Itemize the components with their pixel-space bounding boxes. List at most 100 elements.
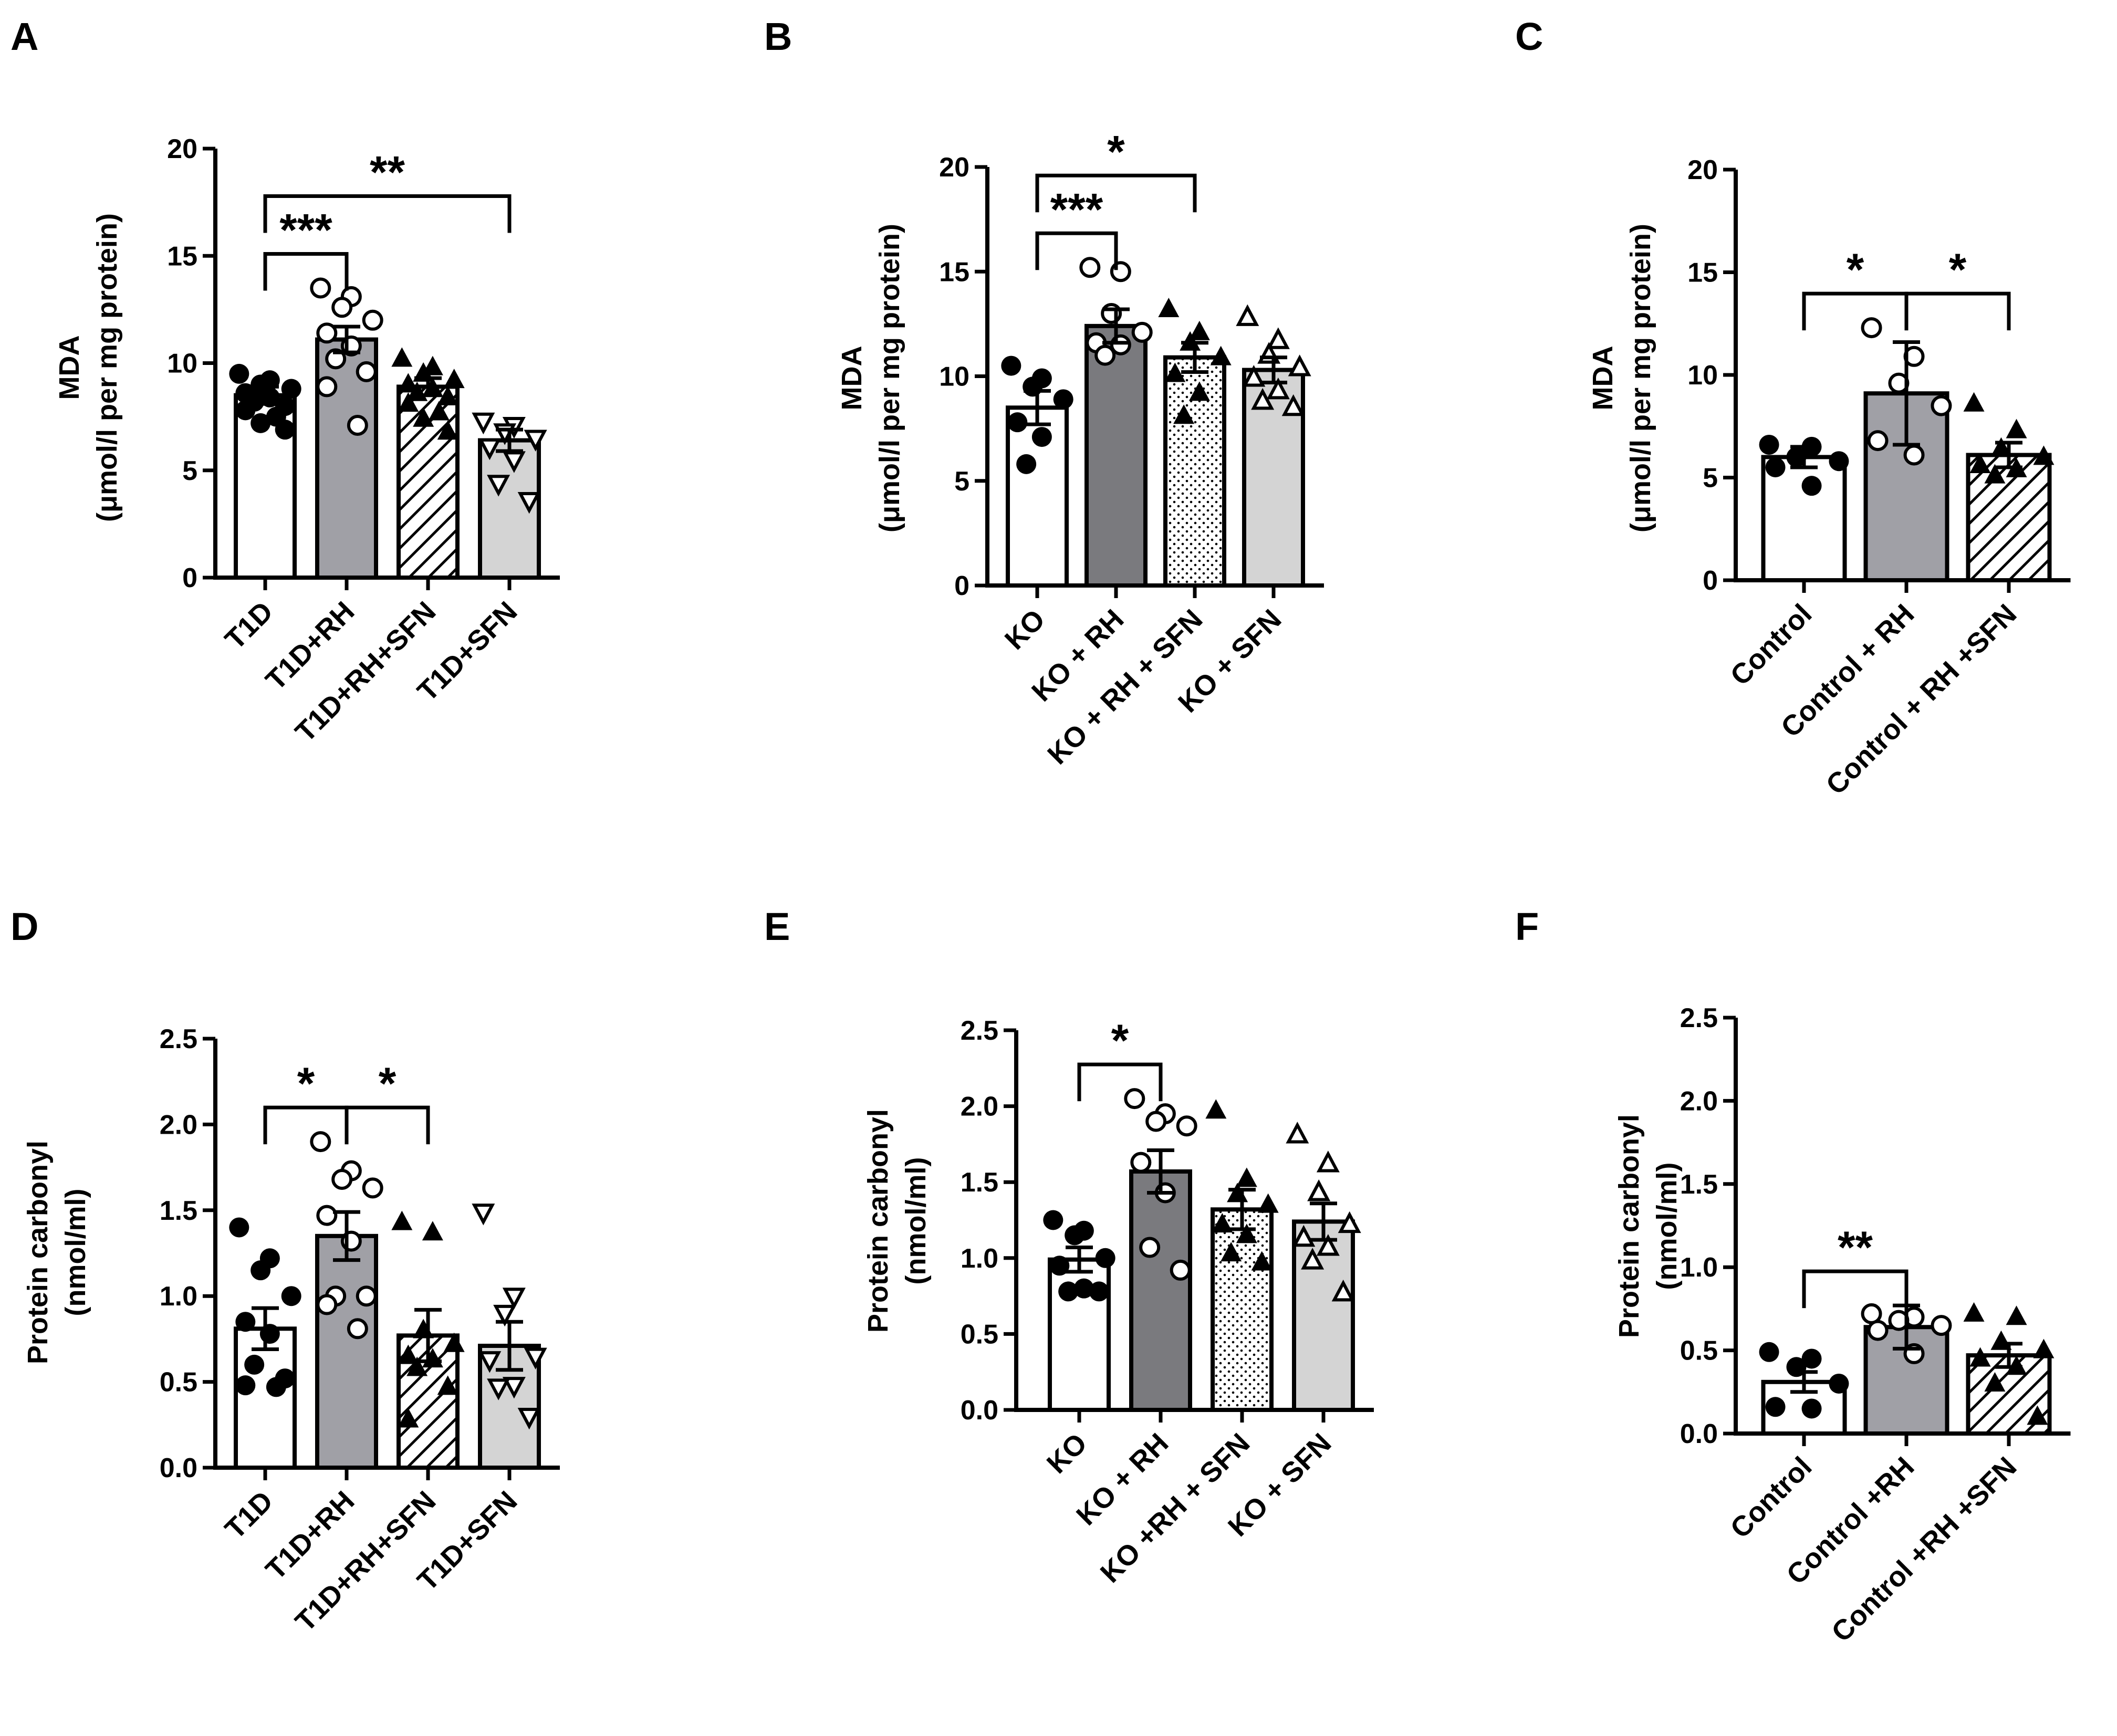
panel-e-point-1-2 [1145, 1111, 1167, 1132]
panel-d-point-2-4 [398, 1344, 419, 1364]
panel-e-point-3-7 [1331, 1279, 1355, 1302]
panel-f-point-0-3 [1829, 1373, 1849, 1394]
panel-d-ytick-label-0: 0.0 [160, 1453, 197, 1483]
panel-b-bar-1 [1084, 323, 1148, 588]
panel-c-category-label-2: Control + RH +SFN [1820, 598, 2022, 801]
panel-e-point-0-3 [1095, 1248, 1115, 1268]
panel-f-ytick-label-3: 1.5 [1680, 1169, 1718, 1200]
panel-d-point-3-0 [472, 1204, 495, 1226]
panel-d-ytick-label-1: 0.5 [160, 1367, 197, 1398]
panel-b-point-2-1 [1188, 320, 1210, 340]
panel-c-sig-bracket-0 [1802, 291, 1909, 331]
panel-f-point-2-6 [1984, 1372, 2006, 1392]
panel-d-point-1-4 [316, 1205, 338, 1226]
panel-b-point-0-0 [1001, 355, 1021, 376]
panel-e-bar-1 [1129, 1169, 1192, 1413]
panel-a-point-0-3 [281, 379, 301, 399]
panel-b-point-3-4 [1242, 365, 1266, 387]
panel-d-point-1-3 [362, 1177, 383, 1199]
panel-b-point-0-6 [1016, 454, 1037, 474]
panel-c-sig-bracket-1 [1904, 291, 2011, 331]
panel-e-point-2-0 [1205, 1099, 1227, 1119]
panel-b-point-1-6 [1094, 344, 1116, 366]
panel-a-point-0-11 [275, 420, 295, 440]
panel-d-bar-0 [234, 1326, 297, 1470]
panel-b-point-1-3 [1131, 321, 1153, 343]
panel-f-point-2-1 [2006, 1305, 2027, 1325]
panel-d-ytick-label-5: 2.5 [160, 1024, 197, 1054]
panel-e-ytick-label-1: 0.5 [961, 1319, 998, 1350]
panel-d-y-label: Protein carbonyl [22, 1141, 54, 1364]
panel-e-point-1-6 [1139, 1237, 1161, 1258]
panel-e-point-1-4 [1130, 1152, 1152, 1173]
panel-c-y-label: MDA [1587, 346, 1619, 411]
panel-f-sig-label-0: ** [1838, 1222, 1873, 1273]
panel-d-point-1-9 [347, 1318, 368, 1340]
panel-c-point-0-0 [1759, 434, 1779, 455]
panel-e-ytick-label-5: 2.5 [961, 1016, 998, 1046]
panel-f-point-2-0 [1963, 1302, 1985, 1322]
panel-f-point-0-1 [1801, 1348, 1822, 1369]
panel-e-point-0-2 [1065, 1225, 1085, 1246]
panel-b-ytick-label-0: 0 [954, 571, 969, 601]
panel-e-ytick-label-2: 1.0 [961, 1243, 998, 1274]
panel-f-point-2-4 [1969, 1347, 1991, 1367]
panel-a-category-label-2: T1D+RH+SFN [289, 595, 442, 748]
panel-c-point-2-3 [2033, 445, 2055, 465]
panel-e-letter: E [764, 905, 790, 948]
panel-a-category-label-0: T1D [219, 595, 279, 656]
panel-e-point-1-0 [1124, 1088, 1145, 1110]
panel-d-point-0-3 [281, 1286, 301, 1306]
panel-c-point-1-3 [1931, 395, 1952, 416]
panel-f-category-label-0: Control [1724, 1451, 1818, 1544]
panel-b-ytick-label-4: 20 [939, 152, 969, 183]
panel-a-point-2-7 [437, 385, 458, 405]
panel-a-point-2-0 [391, 347, 413, 367]
panel-b-y-label-units: (μmol/l per mg protein) [874, 224, 905, 532]
panel-a-bar-2 [397, 384, 460, 580]
panel-f-point-0-0 [1759, 1342, 1779, 1362]
panel-c-category-label-0: Control [1724, 598, 1818, 692]
panel-c-ytick-label-2: 10 [1687, 360, 1718, 391]
panel-f-y-label: Protein carbonyl [1613, 1114, 1645, 1338]
panel-b-point-1-0 [1079, 257, 1101, 278]
panel-b-point-0-2 [1023, 377, 1043, 397]
panel-a-ytick-label-0: 0 [182, 563, 197, 593]
panel-b-point-3-6 [1251, 388, 1275, 410]
panel-f-letter: F [1515, 905, 1539, 948]
panel-e-sig-bracket-0 [1077, 1062, 1163, 1102]
panel-e-point-3-4 [1292, 1225, 1316, 1247]
panel-e-y-label: Protein carbonyl [862, 1109, 894, 1333]
panel-f-y-label-units: (nmol/ml) [1651, 1163, 1683, 1290]
panel-a-point-1-8 [316, 376, 338, 398]
panel-a-point-2-4 [398, 373, 419, 393]
panel-e-point-2-4 [1212, 1213, 1233, 1233]
panel-a-point-3-4 [478, 438, 502, 461]
panel-d-point-0-5 [259, 1324, 280, 1344]
panel-e-point-0-6 [1058, 1281, 1079, 1302]
panel-e-point-3-5 [1316, 1234, 1340, 1256]
panel-e-sig-label-0: * [1111, 1016, 1129, 1066]
panel-a-point-0-10 [251, 413, 271, 433]
panel-a-point-1-0 [310, 277, 331, 299]
panel-e-point-2-7 [1251, 1251, 1273, 1271]
panel-d-point-2-0 [391, 1210, 413, 1230]
panel-b-ytick-label-3: 15 [939, 257, 969, 287]
panel-c-point-1-4 [1867, 430, 1889, 452]
panel-c-letter: C [1515, 15, 1543, 58]
panel-f-ytick-label-4: 2.0 [1680, 1086, 1718, 1116]
panel-c-point-0-2 [1786, 447, 1807, 467]
panel-a-point-2-8 [398, 392, 419, 412]
panel-b-point-0-3 [1053, 389, 1073, 410]
panel-e-point-2-6 [1221, 1242, 1242, 1262]
panel-d-point-3-2 [493, 1304, 517, 1327]
panel-e-point-2-3 [1257, 1193, 1279, 1213]
panel-d-point-0-9 [266, 1377, 286, 1397]
panel-e-point-3-3 [1338, 1211, 1361, 1233]
panel-a-ytick-label-1: 5 [182, 456, 197, 486]
panel-a-point-2-9 [428, 401, 450, 421]
